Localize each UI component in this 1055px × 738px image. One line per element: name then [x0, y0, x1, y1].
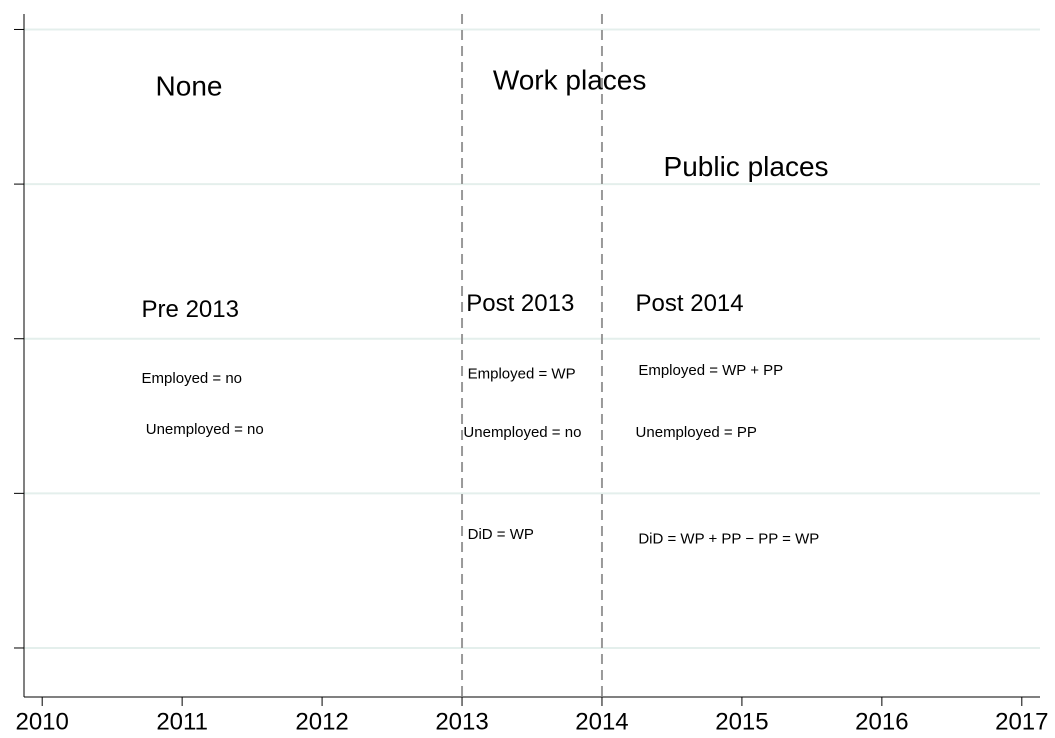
- annotation: Unemployed = PP: [636, 424, 757, 441]
- annotation: Employed = no: [142, 370, 242, 387]
- annotation: Work places: [493, 64, 647, 95]
- x-tick-label: 2012: [295, 708, 348, 735]
- x-tick-label: 2015: [715, 708, 768, 735]
- annotation: Unemployed = no: [146, 421, 264, 438]
- annotation: None: [156, 71, 223, 102]
- x-tick-label: 2017: [995, 708, 1048, 735]
- x-tick-label: 2013: [435, 708, 488, 735]
- annotation: Employed = WP: [468, 365, 576, 382]
- annotation: Pre 2013: [142, 296, 239, 323]
- x-tick-label: 2014: [575, 708, 628, 735]
- x-tick-label: 2016: [855, 708, 908, 735]
- annotation: DiD = WP + PP − PP = WP: [638, 531, 819, 548]
- x-tick-label: 2011: [156, 708, 208, 735]
- x-tick-label: 2010: [15, 708, 68, 735]
- annotation: Post 2014: [636, 290, 744, 317]
- annotation: DiD = WP: [468, 526, 534, 543]
- annotation: Post 2013: [466, 290, 574, 317]
- annotation: Public places: [664, 151, 829, 182]
- annotation: Employed = WP + PP: [638, 362, 783, 379]
- annotation: Unemployed = no: [463, 424, 581, 441]
